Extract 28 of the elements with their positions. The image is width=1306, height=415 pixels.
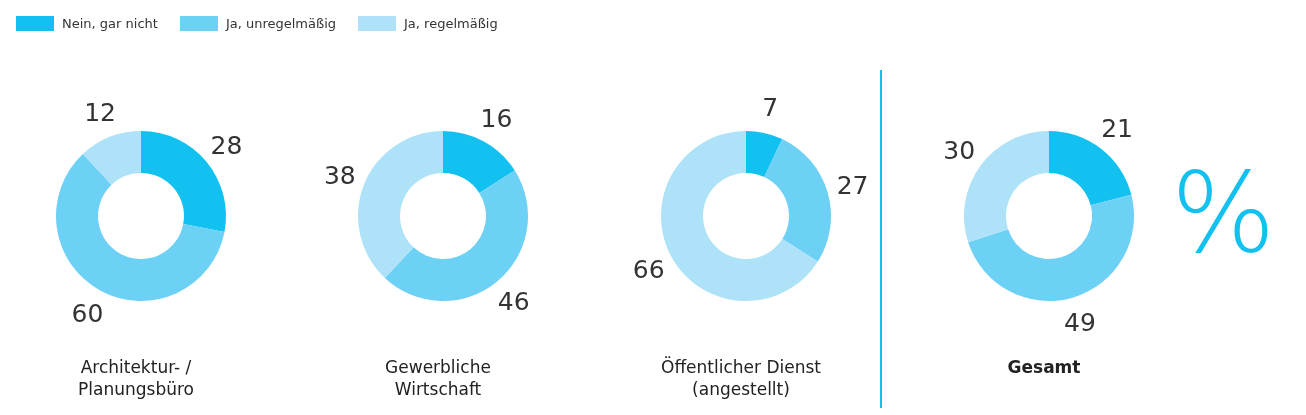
donut-slice <box>764 139 831 262</box>
data-label: 28 <box>210 130 243 160</box>
donut-slice <box>56 154 225 301</box>
data-label: 38 <box>323 160 356 190</box>
donut-slice <box>968 194 1134 301</box>
donut-slice <box>82 131 141 185</box>
text: Öffentlicher Dienst (angestellt) <box>660 356 822 400</box>
donut-slice <box>746 131 783 178</box>
data-label: 60 <box>71 298 104 328</box>
data-label: 30 <box>943 136 976 166</box>
data-label: 21 <box>1101 113 1133 143</box>
data-label: 16 <box>480 104 513 134</box>
text: Architektur- / Planungsbüro <box>77 356 195 400</box>
text: % <box>1171 149 1276 277</box>
legend-label: Ja, regelmäßig <box>404 16 498 31</box>
data-label: 7 <box>762 93 779 123</box>
data-label: 49 <box>1064 308 1096 338</box>
donut-slice <box>661 131 818 301</box>
data-label: 46 <box>497 287 530 317</box>
text: Gesamt <box>1006 356 1082 378</box>
text: Gewerbliche Wirtschaft <box>384 356 492 400</box>
donut-slice <box>443 131 515 193</box>
data-label: 12 <box>84 98 117 128</box>
legend-label: Nein, gar nicht <box>62 16 158 31</box>
legend-label: Ja, unregelmäßig <box>225 16 337 31</box>
data-label: 27 <box>836 170 869 200</box>
donut-slice <box>358 131 443 278</box>
data-label: 66 <box>632 254 665 284</box>
